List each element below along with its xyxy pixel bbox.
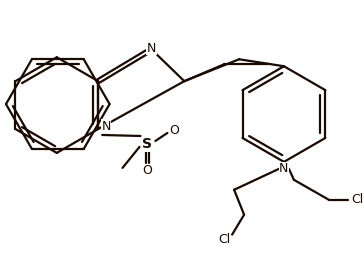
Text: O: O <box>169 125 179 138</box>
Text: N: N <box>102 119 111 133</box>
Text: N: N <box>279 162 289 175</box>
Text: S: S <box>142 137 153 151</box>
Text: N: N <box>147 42 156 55</box>
Text: Cl: Cl <box>352 193 364 206</box>
Text: O: O <box>143 164 153 177</box>
Text: Cl: Cl <box>218 233 230 246</box>
